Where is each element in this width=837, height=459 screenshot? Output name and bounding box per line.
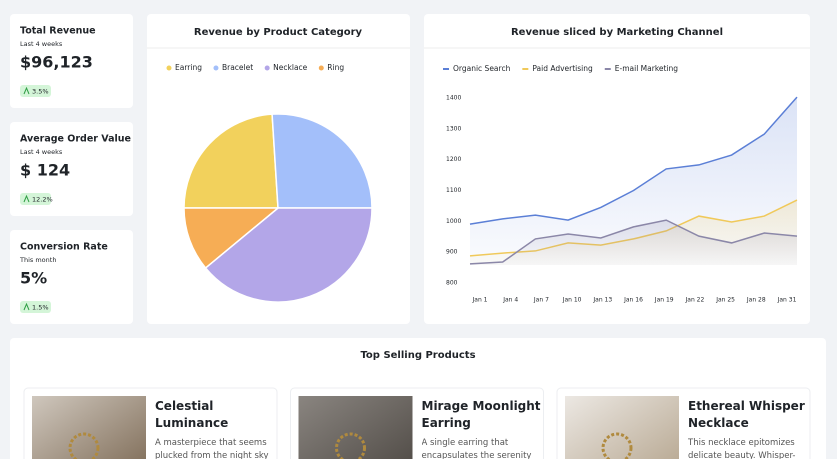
kpi-badge <box>20 193 51 205</box>
product-name-line: Earring <box>422 416 471 430</box>
card <box>10 122 133 216</box>
kpi-badge <box>20 301 51 313</box>
kpi-badge <box>20 85 51 97</box>
x-tick-label: Jan 1 <box>472 297 488 304</box>
kpi-title: Average Order Value <box>20 134 131 145</box>
jewel <box>335 432 366 459</box>
pie-slice <box>271 113 373 209</box>
product-description: A single earring that encapsulates the s… <box>421 438 532 459</box>
card <box>10 14 133 108</box>
legend-label: E-mail Marketing <box>615 64 679 73</box>
product-description: A masterpiece that seems plucked from th… <box>155 438 269 459</box>
kpi-value: $ 124 <box>20 161 70 180</box>
product-name-line: Necklace <box>688 416 749 430</box>
x-tick-label: Jan 7 <box>533 297 549 304</box>
x-tick-label: Jan 22 <box>685 297 705 304</box>
product-name: Celestial Luminance <box>155 399 228 430</box>
y-tick-label: 1100 <box>446 187 461 194</box>
kpi-period: This month <box>19 256 56 264</box>
legend-label: Necklace <box>273 63 307 72</box>
product-image <box>32 396 146 459</box>
card <box>10 230 133 324</box>
product-name-line: Celestial <box>155 399 213 413</box>
legend-label: Paid Advertising <box>532 64 593 73</box>
product-description-box: This necklace epitomizes delicate beauty… <box>688 438 796 459</box>
x-tick-label: Jan 10 <box>562 297 582 304</box>
legend-label: Organic Search <box>453 64 511 73</box>
product-name: Mirage Moonlight Earring <box>422 399 541 430</box>
chart-title: Revenue sliced by Marketing Channel <box>511 27 723 38</box>
section-title: Top Selling Products <box>360 350 475 361</box>
kpi-period: Last 4 weeks <box>20 148 63 156</box>
kpi-title: Total Revenue <box>20 26 96 37</box>
y-tick-label: 1300 <box>446 125 461 132</box>
area <box>470 220 797 265</box>
pie-slice <box>204 207 373 303</box>
legend-swatch <box>264 65 270 71</box>
x-tick-label: Jan 19 <box>654 297 674 304</box>
x-tick-label: Jan 31 <box>777 297 797 304</box>
kpi-period: Last 4 weeks <box>20 40 63 48</box>
product-image <box>298 396 413 459</box>
legend-swatch <box>213 65 219 71</box>
x-tick-label: Jan 4 <box>502 297 518 304</box>
chart-title: Revenue by Product Category <box>194 27 363 38</box>
up-arrow <box>23 194 30 203</box>
x-tick-label: Jan 13 <box>592 297 612 304</box>
product-name-line: Mirage Moonlight <box>422 399 541 413</box>
product-description-box: A masterpiece that seems plucked from th… <box>155 438 269 459</box>
y-tick-label: 1200 <box>446 156 461 163</box>
product-name-line: Ethereal Whisper <box>688 399 805 413</box>
up-arrow <box>23 86 30 95</box>
product-description: This necklace epitomizes delicate beauty… <box>688 438 796 459</box>
x-tick-label: Jan 25 <box>715 297 735 304</box>
kpi-title: Conversion Rate <box>20 242 108 253</box>
y-tick-label: 1400 <box>446 95 461 102</box>
y-tick-label: 800 <box>446 280 458 287</box>
jewel <box>601 432 633 459</box>
legend-label: Bracelet <box>222 63 253 72</box>
legend-label: Ring <box>327 63 344 72</box>
x-tick-label: Jan 28 <box>746 297 766 304</box>
legend-swatch <box>318 65 324 71</box>
y-tick-label: 900 <box>446 249 458 256</box>
pie-slice <box>183 113 279 209</box>
legend-label: Earring <box>175 63 202 72</box>
legend-swatch <box>166 65 172 71</box>
pie-slice <box>183 207 281 269</box>
kpi-change: 1.5% <box>32 304 49 312</box>
kpi-value: $96,123 <box>20 53 93 72</box>
kpi-value: 5% <box>20 269 47 288</box>
jewel <box>68 432 100 459</box>
x-tick-label: Jan 16 <box>623 297 643 304</box>
kpi-change: 3.5% <box>32 88 49 96</box>
up-arrow <box>23 302 30 311</box>
line <box>469 219 798 265</box>
product-description-box: A single earring that encapsulates the s… <box>421 438 532 459</box>
product-name-line: Luminance <box>155 416 228 430</box>
kpi-change: 12.2% <box>32 196 53 204</box>
product-image <box>565 396 679 459</box>
y-tick-label: 1000 <box>446 218 461 225</box>
line <box>469 96 798 225</box>
product-name: Ethereal Whisper Necklace <box>688 399 805 430</box>
